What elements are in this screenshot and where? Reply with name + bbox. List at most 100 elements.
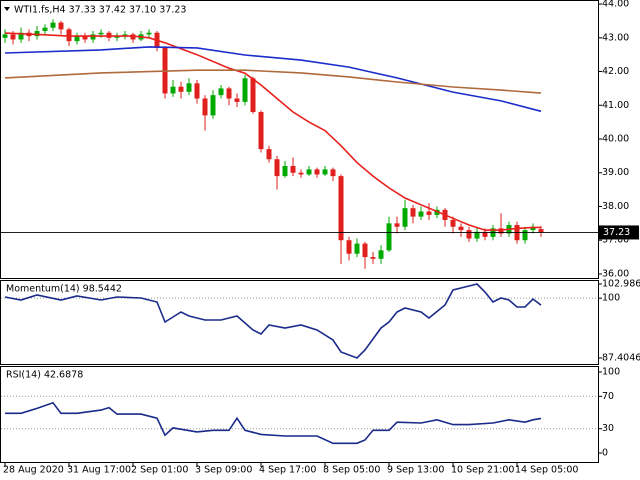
y-tick-label: 87.4046 [602,353,640,364]
indicator-line [5,401,542,445]
y-tick-label: 0 [602,448,608,459]
x-tick-label: 4 Sep 17:00 [259,465,316,476]
moving-average [4,32,541,231]
y-tick-label: 36.00 [602,268,629,279]
x-tick-label: 10 Sep 21:00 [451,465,514,476]
candle-body [282,165,288,177]
y-tick-label: 30 [602,423,614,434]
x-tick-label: 28 Aug 2020 [3,465,64,476]
candle-body [74,36,80,42]
candle-body [178,86,184,92]
candle-body [458,226,464,231]
moving-average [4,46,542,113]
candle-body [402,208,408,227]
x-tick-label: 3 Sep 09:00 [195,465,252,476]
x-tick-label: 31 Aug 17:00 [67,465,131,476]
candle-body [338,176,344,241]
candle-body [202,98,208,116]
candle-body [346,240,352,254]
candle-body [18,32,24,40]
candle-body [2,34,8,38]
candle-body [42,27,48,32]
candle-body [290,165,296,173]
candle-body [90,34,96,40]
candle-body [210,95,216,116]
candle-body [538,229,544,233]
candle-body [114,36,120,38]
candle-body [434,209,440,215]
y-tick-label: 39.00 [602,167,629,178]
candle-body [386,223,392,251]
panel-title: WTI1.fs,H4 37.33 37.42 37.10 37.23 [14,5,186,16]
y-tick-label: 70 [602,391,614,402]
momentum-panel [0,280,599,365]
candle-body [50,22,56,28]
x-tick-label: 9 Sep 13:00 [387,465,444,476]
candle-body [530,226,536,231]
candle-body [258,112,264,150]
y-tick-label: 40.00 [602,134,629,145]
candle-body [194,83,200,99]
candle-body [378,250,384,259]
candle-body [354,243,360,254]
candle-body [66,29,72,42]
rsi-panel [0,366,599,463]
y-tick-label: 43.00 [602,32,629,43]
x-tick-label: 2 Sep 01:00 [131,465,188,476]
x-tick-label: 8 Sep 05:00 [323,465,380,476]
price-label: 37.23 [603,227,630,238]
y-tick-label: 37.00 [602,235,629,246]
candle-body [34,31,40,37]
y-tick-label: 100 [602,367,620,378]
candle-body [106,32,112,38]
candle-body [82,36,88,40]
candle-body [306,169,312,175]
y-tick-label: 102.9866 [602,279,640,290]
candle-body [146,32,152,35]
y-tick-label: 100 [602,293,620,304]
candle-body [298,172,304,175]
candle-body [226,88,232,99]
y-tick-label: 44.00 [602,0,629,10]
candle-body [314,169,320,175]
y-tick-label: 41.00 [602,100,629,111]
candle-body [370,257,376,259]
candle-body [498,228,504,234]
candle-body [186,83,192,92]
candle-body [274,159,280,177]
candle-body [362,243,368,258]
y-tick-label: 38.00 [602,201,629,212]
indicator-line [4,283,542,359]
y-tick-label: 42.00 [602,66,629,77]
candle-body [322,169,328,175]
candle-body [410,208,416,217]
candle-body [250,78,256,113]
candle-body [122,34,128,37]
candle-body [234,98,240,102]
candle-body [482,231,488,237]
candle-body [394,223,400,227]
candle-body [218,88,224,96]
menu-arrow [4,7,10,11]
candle-body [98,32,104,35]
candle-body [426,211,432,215]
candle-body [474,231,480,239]
price-box [599,225,639,240]
candle-body [130,34,136,40]
panel-title: RSI(14) 42.6878 [6,370,83,381]
candle-body [266,149,272,160]
candle-body [522,230,528,241]
candle-body [58,22,64,30]
moving-average [4,69,542,94]
candle-body [242,78,248,102]
panel-title: Momentum(14) 98.5442 [6,284,122,295]
candle-body [466,230,472,239]
candle-body [10,34,16,40]
candle-body [450,219,456,227]
candle-body [330,169,336,177]
candle-body [418,211,424,217]
candle-body [170,86,176,94]
x-tick-label: 14 Sep 05:00 [515,465,578,476]
